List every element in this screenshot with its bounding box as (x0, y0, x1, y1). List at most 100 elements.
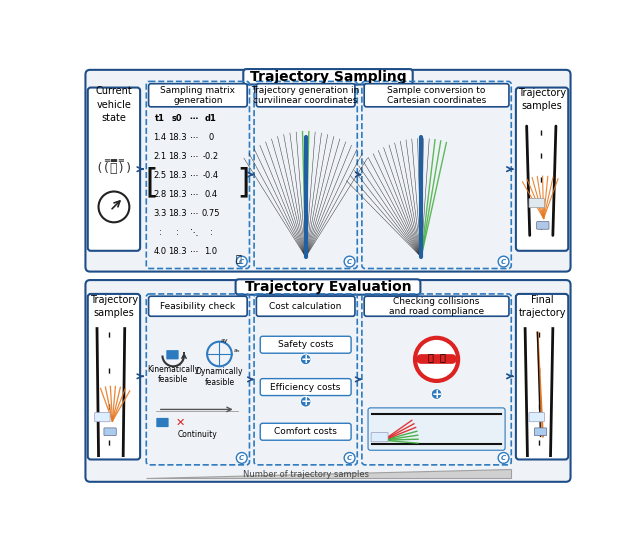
Text: Trajectory generation in
curvilinear coordinates: Trajectory generation in curvilinear coo… (252, 86, 360, 105)
Text: ⋯: ⋯ (190, 133, 198, 142)
FancyBboxPatch shape (529, 412, 545, 422)
Text: t1: t1 (155, 114, 165, 123)
Text: 🚗: 🚗 (440, 352, 445, 362)
Text: ⋯: ⋯ (190, 209, 198, 218)
Text: C: C (239, 455, 244, 461)
Text: C: C (501, 455, 506, 461)
Text: 1.0: 1.0 (204, 247, 218, 256)
Text: ⋯: ⋯ (190, 171, 198, 180)
Text: 🐍: 🐍 (236, 253, 242, 263)
Text: Number of trajectory samples: Number of trajectory samples (243, 470, 369, 480)
FancyBboxPatch shape (104, 428, 116, 436)
Text: 18.3: 18.3 (168, 152, 186, 161)
Text: 🚗: 🚗 (428, 352, 433, 362)
Text: Dynamically
feasible: Dynamically feasible (196, 367, 243, 387)
Text: 0.75: 0.75 (202, 209, 220, 218)
Circle shape (300, 354, 311, 365)
Text: ⋯: ⋯ (190, 190, 198, 199)
Text: Continuity: Continuity (178, 430, 218, 438)
Text: C: C (347, 455, 352, 461)
Text: :: : (176, 228, 179, 237)
Text: 18.3: 18.3 (168, 247, 186, 256)
Text: 1.4: 1.4 (154, 133, 166, 142)
FancyBboxPatch shape (529, 199, 545, 208)
Text: Checking collisions
and road compliance: Checking collisions and road compliance (389, 296, 484, 316)
FancyBboxPatch shape (166, 350, 179, 359)
Circle shape (415, 338, 458, 381)
FancyBboxPatch shape (364, 84, 509, 107)
FancyBboxPatch shape (148, 84, 247, 107)
Text: :: : (159, 228, 161, 237)
FancyBboxPatch shape (516, 87, 568, 251)
Polygon shape (147, 469, 511, 478)
FancyBboxPatch shape (516, 294, 568, 459)
Text: Trajectory Evaluation: Trajectory Evaluation (244, 280, 412, 294)
Text: 0.4: 0.4 (204, 190, 218, 199)
Text: Trajectory Sampling: Trajectory Sampling (250, 70, 406, 84)
Text: :: : (209, 228, 212, 237)
Text: Sampling matrix
generation: Sampling matrix generation (161, 86, 236, 105)
Text: 2.1: 2.1 (154, 152, 166, 161)
Text: ((ꞔ)): ((ꞔ)) (95, 162, 132, 175)
FancyBboxPatch shape (368, 408, 505, 450)
FancyBboxPatch shape (257, 84, 355, 107)
Text: Feasibility check: Feasibility check (160, 302, 236, 311)
Text: [: [ (141, 166, 161, 199)
FancyBboxPatch shape (537, 222, 549, 229)
Text: ⋱: ⋱ (190, 228, 198, 237)
Text: ≡▬≡: ≡▬≡ (103, 156, 125, 165)
Text: C: C (501, 258, 506, 265)
Text: Final
trajectory: Final trajectory (518, 295, 566, 318)
Circle shape (431, 389, 442, 399)
Text: 4.0: 4.0 (154, 247, 166, 256)
Text: Sample conversion to
Cartesian coordinates: Sample conversion to Cartesian coordinat… (387, 86, 486, 105)
Text: 2.8: 2.8 (154, 190, 167, 199)
Text: C: C (239, 258, 244, 265)
FancyBboxPatch shape (260, 336, 351, 353)
FancyBboxPatch shape (86, 70, 570, 272)
Circle shape (344, 256, 355, 267)
Text: ✕: ✕ (175, 417, 185, 427)
Text: 18.3: 18.3 (168, 190, 186, 199)
FancyBboxPatch shape (88, 87, 140, 251)
FancyBboxPatch shape (534, 428, 547, 436)
FancyBboxPatch shape (243, 69, 413, 85)
Text: Safety costs: Safety costs (278, 340, 333, 349)
Circle shape (344, 453, 355, 463)
Text: 18.3: 18.3 (168, 171, 186, 180)
FancyBboxPatch shape (236, 279, 420, 295)
Text: Trajectory
samples: Trajectory samples (518, 87, 566, 111)
Text: 18.3: 18.3 (168, 209, 186, 218)
FancyBboxPatch shape (364, 296, 509, 316)
Text: ay: ay (221, 338, 228, 343)
Text: ⋯: ⋯ (190, 152, 198, 161)
FancyBboxPatch shape (95, 412, 110, 422)
Text: +: + (300, 353, 311, 366)
Circle shape (498, 453, 509, 463)
Text: Kinematically
feasible: Kinematically feasible (147, 365, 199, 384)
Circle shape (498, 256, 509, 267)
Text: 18.3: 18.3 (168, 133, 186, 142)
Text: 3.3: 3.3 (154, 209, 167, 218)
Text: Trajectory
samples: Trajectory samples (90, 295, 138, 318)
FancyBboxPatch shape (257, 296, 355, 316)
Text: Cost calculation: Cost calculation (269, 302, 342, 311)
FancyBboxPatch shape (156, 418, 168, 427)
Text: Current
vehicle
state: Current vehicle state (95, 86, 132, 123)
Text: aₓ: aₓ (234, 348, 240, 353)
Text: 2.5: 2.5 (154, 171, 166, 180)
Text: d1: d1 (205, 114, 217, 123)
Text: ]: ] (235, 166, 255, 199)
FancyBboxPatch shape (86, 280, 570, 482)
FancyBboxPatch shape (88, 294, 140, 459)
Text: ⋯: ⋯ (190, 114, 198, 123)
Text: +: + (431, 388, 442, 400)
Text: Efficiency costs: Efficiency costs (271, 383, 341, 392)
Text: C: C (347, 258, 352, 265)
FancyBboxPatch shape (260, 378, 351, 395)
FancyBboxPatch shape (148, 296, 247, 316)
Text: -0.4: -0.4 (203, 171, 219, 180)
Text: 0: 0 (209, 133, 214, 142)
Circle shape (236, 453, 247, 463)
Text: +: + (300, 395, 311, 408)
